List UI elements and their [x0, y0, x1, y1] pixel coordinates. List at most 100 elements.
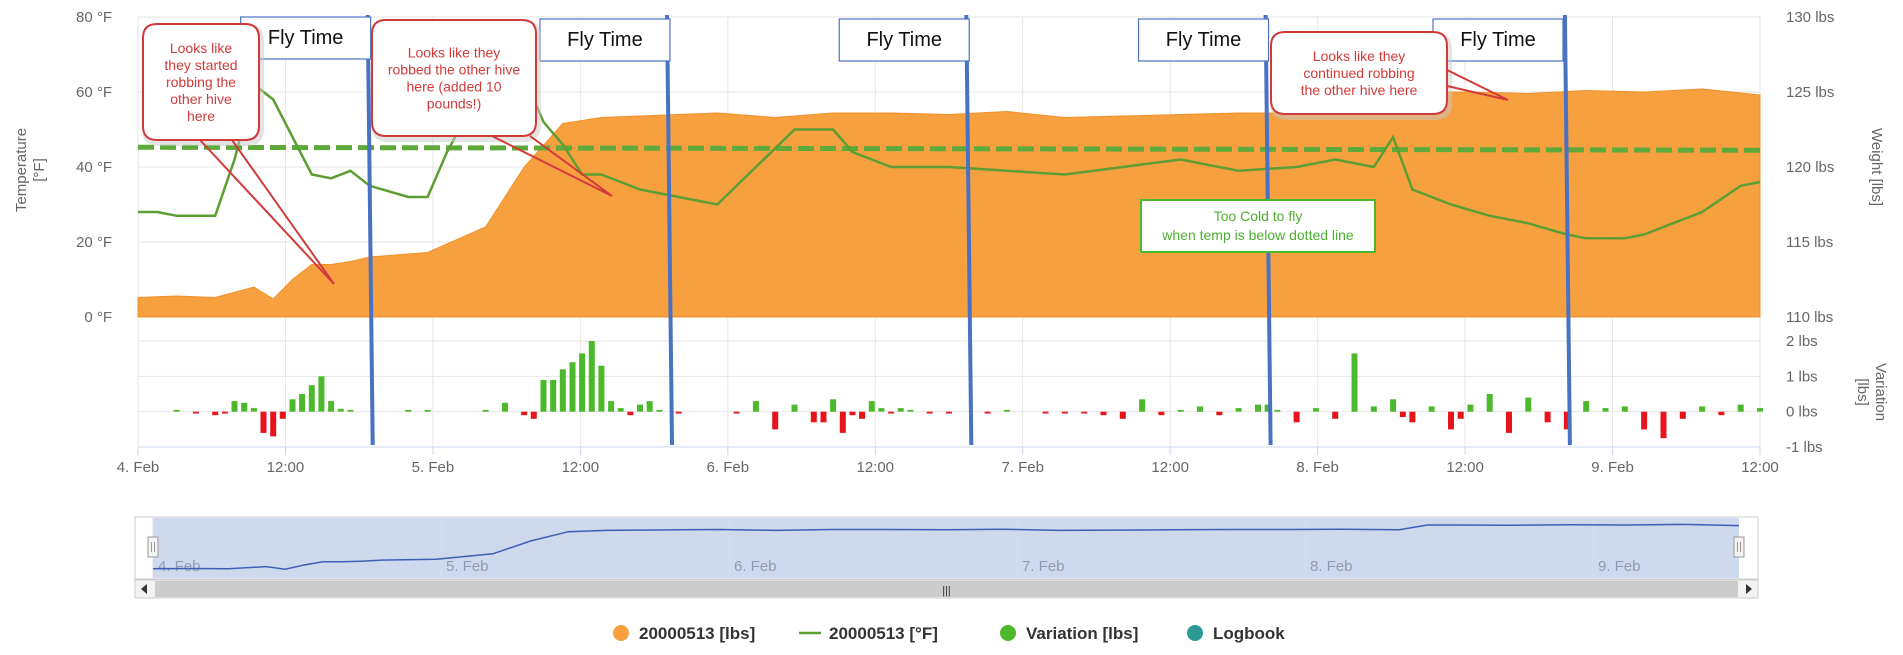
callout-text: other hive [170, 91, 232, 107]
callout-text: the other hive here [1301, 82, 1418, 98]
variation-bar [1467, 404, 1474, 412]
variation-bar [1428, 406, 1435, 412]
variation-bar [1158, 411, 1165, 416]
variation-bar [859, 411, 866, 419]
y-variation-tick-label: -1 lbs [1786, 439, 1823, 456]
callout-box [371, 19, 537, 137]
variation-bar [627, 411, 634, 416]
variation-bar [1602, 408, 1609, 412]
variation-bar [656, 409, 663, 412]
variation-bar [530, 411, 537, 419]
scrollbar-grip: ||| [942, 585, 951, 597]
x-tick-label: 6. Feb [707, 459, 750, 476]
navigator-date-label: 5. Feb [446, 558, 489, 575]
variation-bar [1757, 408, 1763, 412]
variation-bar [752, 401, 759, 412]
navigator-handle[interactable] [147, 536, 159, 558]
y-right-axis-title: Weight [lbs] [1868, 128, 1885, 206]
variation-bar [221, 411, 228, 414]
variation-bar [550, 379, 557, 412]
y-variation-tick-label: 0 lbs [1786, 404, 1818, 421]
navigator-date-label: 6. Feb [734, 558, 777, 575]
variation-bar [279, 411, 286, 419]
y-left-tick-label: 60 °F [76, 84, 112, 101]
navigator-layer[interactable]: 4. Feb 5. Feb 6. Feb 7. Feb 8. Feb 9. Feb ||| [134, 516, 1759, 599]
variation-bar [501, 402, 508, 412]
callout-pointer [231, 139, 335, 285]
navigator-handle-grip[interactable] [1733, 536, 1745, 558]
temperature-threshold-line [137, 144, 1761, 153]
variation-bar [617, 408, 624, 412]
callout-text: robbed the other hive [388, 62, 521, 78]
y-left-axis-title-line: Temperature [13, 128, 30, 212]
callout-text: robbing the [166, 74, 236, 90]
y-variation-tick-label: 2 lbs [1786, 333, 1818, 350]
legend-item[interactable]: 20000513 [°F] [799, 624, 938, 643]
fly-time-label: Fly Time [1460, 29, 1536, 51]
y-left-axis-title: Temperature[°F] [13, 128, 48, 212]
fly-time-line [365, 14, 375, 446]
variation-bar [926, 411, 933, 414]
navigator-handle[interactable] [1733, 536, 1745, 558]
variation-bar [1457, 411, 1464, 419]
scrollbar-thumb[interactable] [155, 581, 1738, 597]
fly-time-label: Fly Time [567, 29, 643, 51]
y-left-axis-title-line: [°F] [31, 158, 48, 182]
legend-marker-dot-icon [1187, 625, 1203, 641]
callout-box [1270, 31, 1448, 115]
y-variation-axis-title-line: Variation [1872, 363, 1889, 421]
variation-bar [772, 411, 779, 430]
legend-item[interactable]: 20000513 [lbs] [613, 624, 755, 643]
variation-bar [173, 409, 180, 412]
y-right-tick-label: 130 lbs [1786, 9, 1834, 26]
variation-bar [1003, 409, 1010, 412]
variation-bar [521, 411, 528, 416]
legend[interactable]: 20000513 [lbs] 20000513 [°F] Variation [lb… [613, 624, 1285, 643]
callout-text: here [187, 108, 215, 124]
variation-bar [579, 353, 586, 412]
y-variation-axis-title-line: [lbs] [1854, 378, 1871, 406]
legend-label: Logbook [1213, 624, 1285, 643]
legend-label: Variation [lbs] [1026, 624, 1138, 643]
x-tick-label: 12:00 [1741, 459, 1779, 476]
variation-bar [1119, 411, 1126, 419]
variation-bar [1563, 411, 1570, 430]
variation-bar [1583, 401, 1590, 412]
callout-text: they started [164, 57, 237, 73]
variation-bar [405, 409, 412, 412]
variation-bar [308, 385, 315, 412]
variation-bar [424, 409, 431, 412]
scrollbar-left-arrow-icon[interactable] [141, 584, 147, 594]
legend-item[interactable]: Logbook [1187, 624, 1285, 643]
navigator-date-label: 8. Feb [1310, 558, 1353, 575]
fly-time-box [1432, 18, 1564, 62]
variation-bar [540, 379, 547, 412]
navigator-date-label: 7. Feb [1022, 558, 1065, 575]
variation-bar [337, 408, 344, 412]
x-tick-label: 12:00 [1446, 459, 1484, 476]
variation-bar [1255, 404, 1261, 412]
variation-bar [250, 408, 257, 412]
navigator-selection[interactable] [153, 518, 1739, 578]
variation-bar [810, 411, 817, 423]
fly-time-line [665, 14, 675, 446]
variation-bar [299, 394, 306, 412]
variation-bar [270, 411, 277, 437]
variation-bar [192, 411, 199, 414]
variation-bar [946, 411, 952, 414]
too-cold-note-box [1140, 199, 1376, 253]
variation-bar [1641, 411, 1648, 430]
legend-marker-dot-icon [613, 625, 629, 641]
x-tick-label: 4. Feb [117, 459, 160, 476]
legend-item[interactable]: Variation [lbs] [1000, 624, 1138, 643]
variation-bar [1399, 411, 1406, 417]
variation-bar [1448, 411, 1454, 430]
variation-bar [1139, 399, 1146, 412]
navigator-handle-grip[interactable] [147, 536, 159, 558]
axis-layer: 4. Feb 12:00 5. Feb 12:00 6. Feb 12:00 7. Feb 1… [13, 9, 1889, 476]
variation-bar [1506, 411, 1512, 433]
scrollbar-right-arrow-icon[interactable] [1746, 584, 1752, 594]
variation-bar [637, 404, 643, 412]
x-tick-label: 12:00 [856, 459, 894, 476]
